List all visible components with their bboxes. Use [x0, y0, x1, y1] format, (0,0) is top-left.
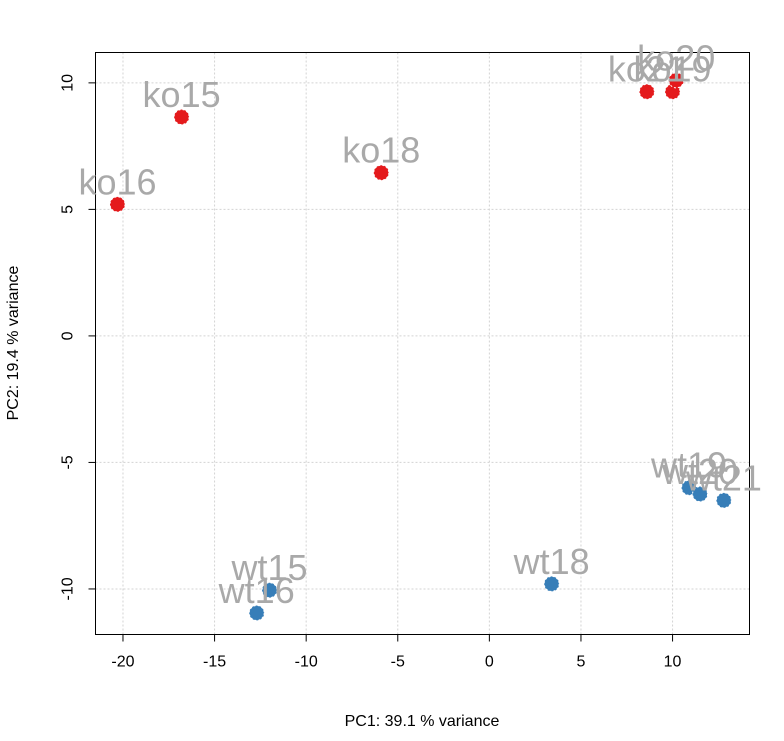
data-point-wt16 [248, 604, 265, 621]
y-tick-label: -5 [60, 455, 77, 469]
grid-lines [95, 52, 750, 635]
point-label-wt16: wt16 [218, 570, 295, 611]
y-tick-label: -10 [60, 577, 77, 600]
point-label-wt19: wt19 [650, 445, 727, 486]
x-tick-label: 5 [577, 654, 586, 671]
x-tick-label: -10 [295, 654, 318, 671]
point-label-ko20: ko20 [637, 37, 715, 78]
data-point-ko20 [668, 72, 685, 89]
y-tick-label: 10 [60, 74, 77, 92]
x-tick-label: 0 [485, 654, 494, 671]
x-tick-label: -5 [391, 654, 405, 671]
point-label-wt21: wt21 [685, 457, 762, 498]
y-axis-title: PC2: 19.4 % variance [5, 266, 22, 421]
point-label-ko18: ko18 [342, 130, 420, 171]
point-label-ko21: ko21 [608, 49, 686, 90]
data-point-ko16 [109, 196, 126, 213]
data-point-wt18 [543, 575, 560, 592]
data-point-wt15 [261, 582, 278, 599]
point-label-wt20: wt20 [661, 451, 738, 492]
point-label-ko19: ko19 [634, 49, 712, 90]
point-label-wt15: wt15 [231, 547, 308, 588]
data-point-ko15 [173, 109, 190, 126]
axes: -20 -15 -10 -5 0 5 10 -10 -5 0 5 10 [60, 74, 682, 671]
point-label-wt18: wt18 [513, 541, 590, 582]
data-point-ko19 [664, 83, 681, 100]
data-points [109, 72, 732, 621]
x-tick-label: -15 [203, 654, 226, 671]
y-tick-label: 5 [60, 205, 77, 214]
data-point-wt20 [692, 486, 709, 503]
y-tick-label: 0 [60, 331, 77, 340]
plot-frame [95, 52, 750, 635]
point-label-ko16: ko16 [78, 161, 156, 202]
x-tick-label: 10 [664, 654, 682, 671]
point-label-ko15: ko15 [143, 74, 221, 115]
data-point-wt21 [715, 492, 732, 509]
data-point-ko21 [638, 83, 655, 100]
data-point-ko18 [373, 164, 390, 181]
x-axis-title: PC1: 39.1 % variance [345, 713, 500, 730]
x-tick-label: -20 [111, 654, 134, 671]
